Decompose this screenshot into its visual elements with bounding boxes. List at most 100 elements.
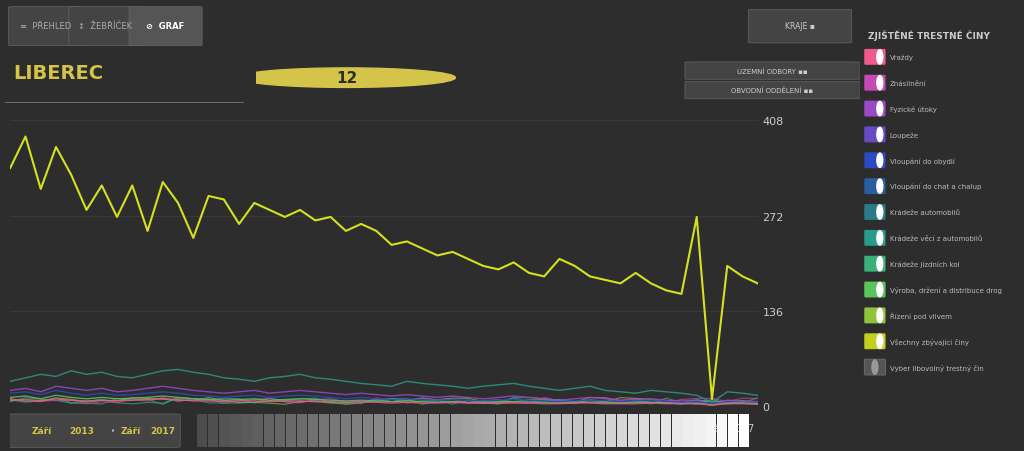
Bar xyxy=(253,414,263,447)
Text: Všechny zbývající činy: Všechny zbývající činy xyxy=(890,338,969,345)
Bar xyxy=(518,414,527,447)
Circle shape xyxy=(335,75,407,82)
Bar xyxy=(717,414,727,447)
Bar xyxy=(572,414,583,447)
FancyBboxPatch shape xyxy=(864,76,886,92)
Text: KRAJE ▪: KRAJE ▪ xyxy=(785,22,815,31)
Text: Vloupání do chat a chalup: Vloupání do chat a chalup xyxy=(890,184,981,190)
Bar xyxy=(418,414,428,447)
Bar xyxy=(606,414,616,447)
FancyBboxPatch shape xyxy=(8,8,82,46)
Bar xyxy=(352,414,362,447)
Bar xyxy=(617,414,628,447)
Circle shape xyxy=(877,102,883,116)
Bar xyxy=(628,414,638,447)
Bar xyxy=(507,414,517,447)
Circle shape xyxy=(238,69,456,88)
Bar xyxy=(562,414,572,447)
Bar xyxy=(286,414,296,447)
Text: ⊘  GRAF: ⊘ GRAF xyxy=(146,22,184,31)
Text: •: • xyxy=(108,426,118,435)
Text: Krádeže jízdních kol: Krádeže jízdních kol xyxy=(890,261,959,267)
Bar xyxy=(341,414,351,447)
Text: ZJIŠTĚNÉ TRESTNÉ ČINY: ZJIŠTĚNÉ TRESTNÉ ČINY xyxy=(868,30,990,41)
Bar xyxy=(263,414,273,447)
Text: OBVODNÍ ODDĚLENÍ ▪▪: OBVODNÍ ODDĚLENÍ ▪▪ xyxy=(731,87,814,94)
Bar xyxy=(706,414,716,447)
Circle shape xyxy=(877,179,883,194)
FancyBboxPatch shape xyxy=(864,334,886,350)
Bar xyxy=(198,414,208,447)
FancyBboxPatch shape xyxy=(129,8,202,46)
Circle shape xyxy=(877,51,883,65)
Text: Vloupání do obydlí: Vloupání do obydlí xyxy=(890,158,954,164)
Bar xyxy=(595,414,605,447)
Bar xyxy=(385,414,395,447)
Bar xyxy=(408,414,418,447)
FancyBboxPatch shape xyxy=(864,179,886,195)
FancyBboxPatch shape xyxy=(864,308,886,324)
Text: Září: Září xyxy=(32,426,52,435)
FancyBboxPatch shape xyxy=(864,50,886,66)
Bar xyxy=(551,414,561,447)
Bar xyxy=(440,414,451,447)
Circle shape xyxy=(287,75,358,82)
Circle shape xyxy=(877,283,883,297)
Bar xyxy=(452,414,462,447)
FancyBboxPatch shape xyxy=(749,10,852,44)
Bar xyxy=(484,414,495,447)
Text: LIBEREC: LIBEREC xyxy=(12,64,103,83)
Circle shape xyxy=(877,76,883,91)
Bar xyxy=(673,414,683,447)
Circle shape xyxy=(877,154,883,168)
Circle shape xyxy=(872,360,878,374)
Text: Řízení pod vlivem: Řízení pod vlivem xyxy=(890,312,951,319)
Bar xyxy=(230,414,241,447)
Bar xyxy=(683,414,693,447)
Text: Září: Září xyxy=(121,426,141,435)
Bar xyxy=(208,414,218,447)
FancyBboxPatch shape xyxy=(864,101,886,117)
FancyBboxPatch shape xyxy=(864,153,886,169)
Text: 12: 12 xyxy=(336,71,357,86)
Bar xyxy=(429,414,439,447)
Bar xyxy=(540,414,550,447)
Text: Krádeže věcí z automobilů: Krádeže věcí z automobilů xyxy=(890,235,982,241)
Text: ↕  ŽEBŘÍČEK: ↕ ŽEBŘÍČEK xyxy=(78,22,132,31)
FancyBboxPatch shape xyxy=(69,8,142,46)
Bar xyxy=(330,414,340,447)
Bar xyxy=(694,414,705,447)
Bar xyxy=(639,414,649,447)
Text: 2017: 2017 xyxy=(151,426,175,435)
FancyBboxPatch shape xyxy=(864,205,886,221)
Bar xyxy=(738,414,749,447)
Circle shape xyxy=(877,308,883,323)
FancyBboxPatch shape xyxy=(864,359,886,375)
Text: Vraždy: Vraždy xyxy=(890,55,913,61)
Text: Výroba, držení a distribuce drog: Výroba, držení a distribuce drog xyxy=(890,286,1001,294)
Circle shape xyxy=(877,231,883,245)
Circle shape xyxy=(877,128,883,142)
Bar xyxy=(242,414,252,447)
Bar xyxy=(374,414,384,447)
Bar xyxy=(297,414,307,447)
FancyBboxPatch shape xyxy=(864,127,886,143)
Bar xyxy=(662,414,672,447)
FancyBboxPatch shape xyxy=(864,282,886,298)
Bar xyxy=(274,414,285,447)
Text: Znásilnění: Znásilnění xyxy=(890,81,926,87)
Text: Vyber libovolný trestný čin: Vyber libovolný trestný čin xyxy=(890,364,983,371)
Bar xyxy=(496,414,506,447)
FancyBboxPatch shape xyxy=(864,256,886,272)
Circle shape xyxy=(877,257,883,271)
Bar xyxy=(307,414,317,447)
Text: Září 2013: Září 2013 xyxy=(14,423,61,433)
Bar xyxy=(463,414,473,447)
Bar xyxy=(362,414,373,447)
Text: ÚZEMNÍ ODBORY ▪▪: ÚZEMNÍ ODBORY ▪▪ xyxy=(737,68,808,75)
Bar xyxy=(584,414,594,447)
Bar xyxy=(528,414,539,447)
Bar xyxy=(219,414,229,447)
FancyBboxPatch shape xyxy=(864,230,886,246)
Bar xyxy=(318,414,329,447)
